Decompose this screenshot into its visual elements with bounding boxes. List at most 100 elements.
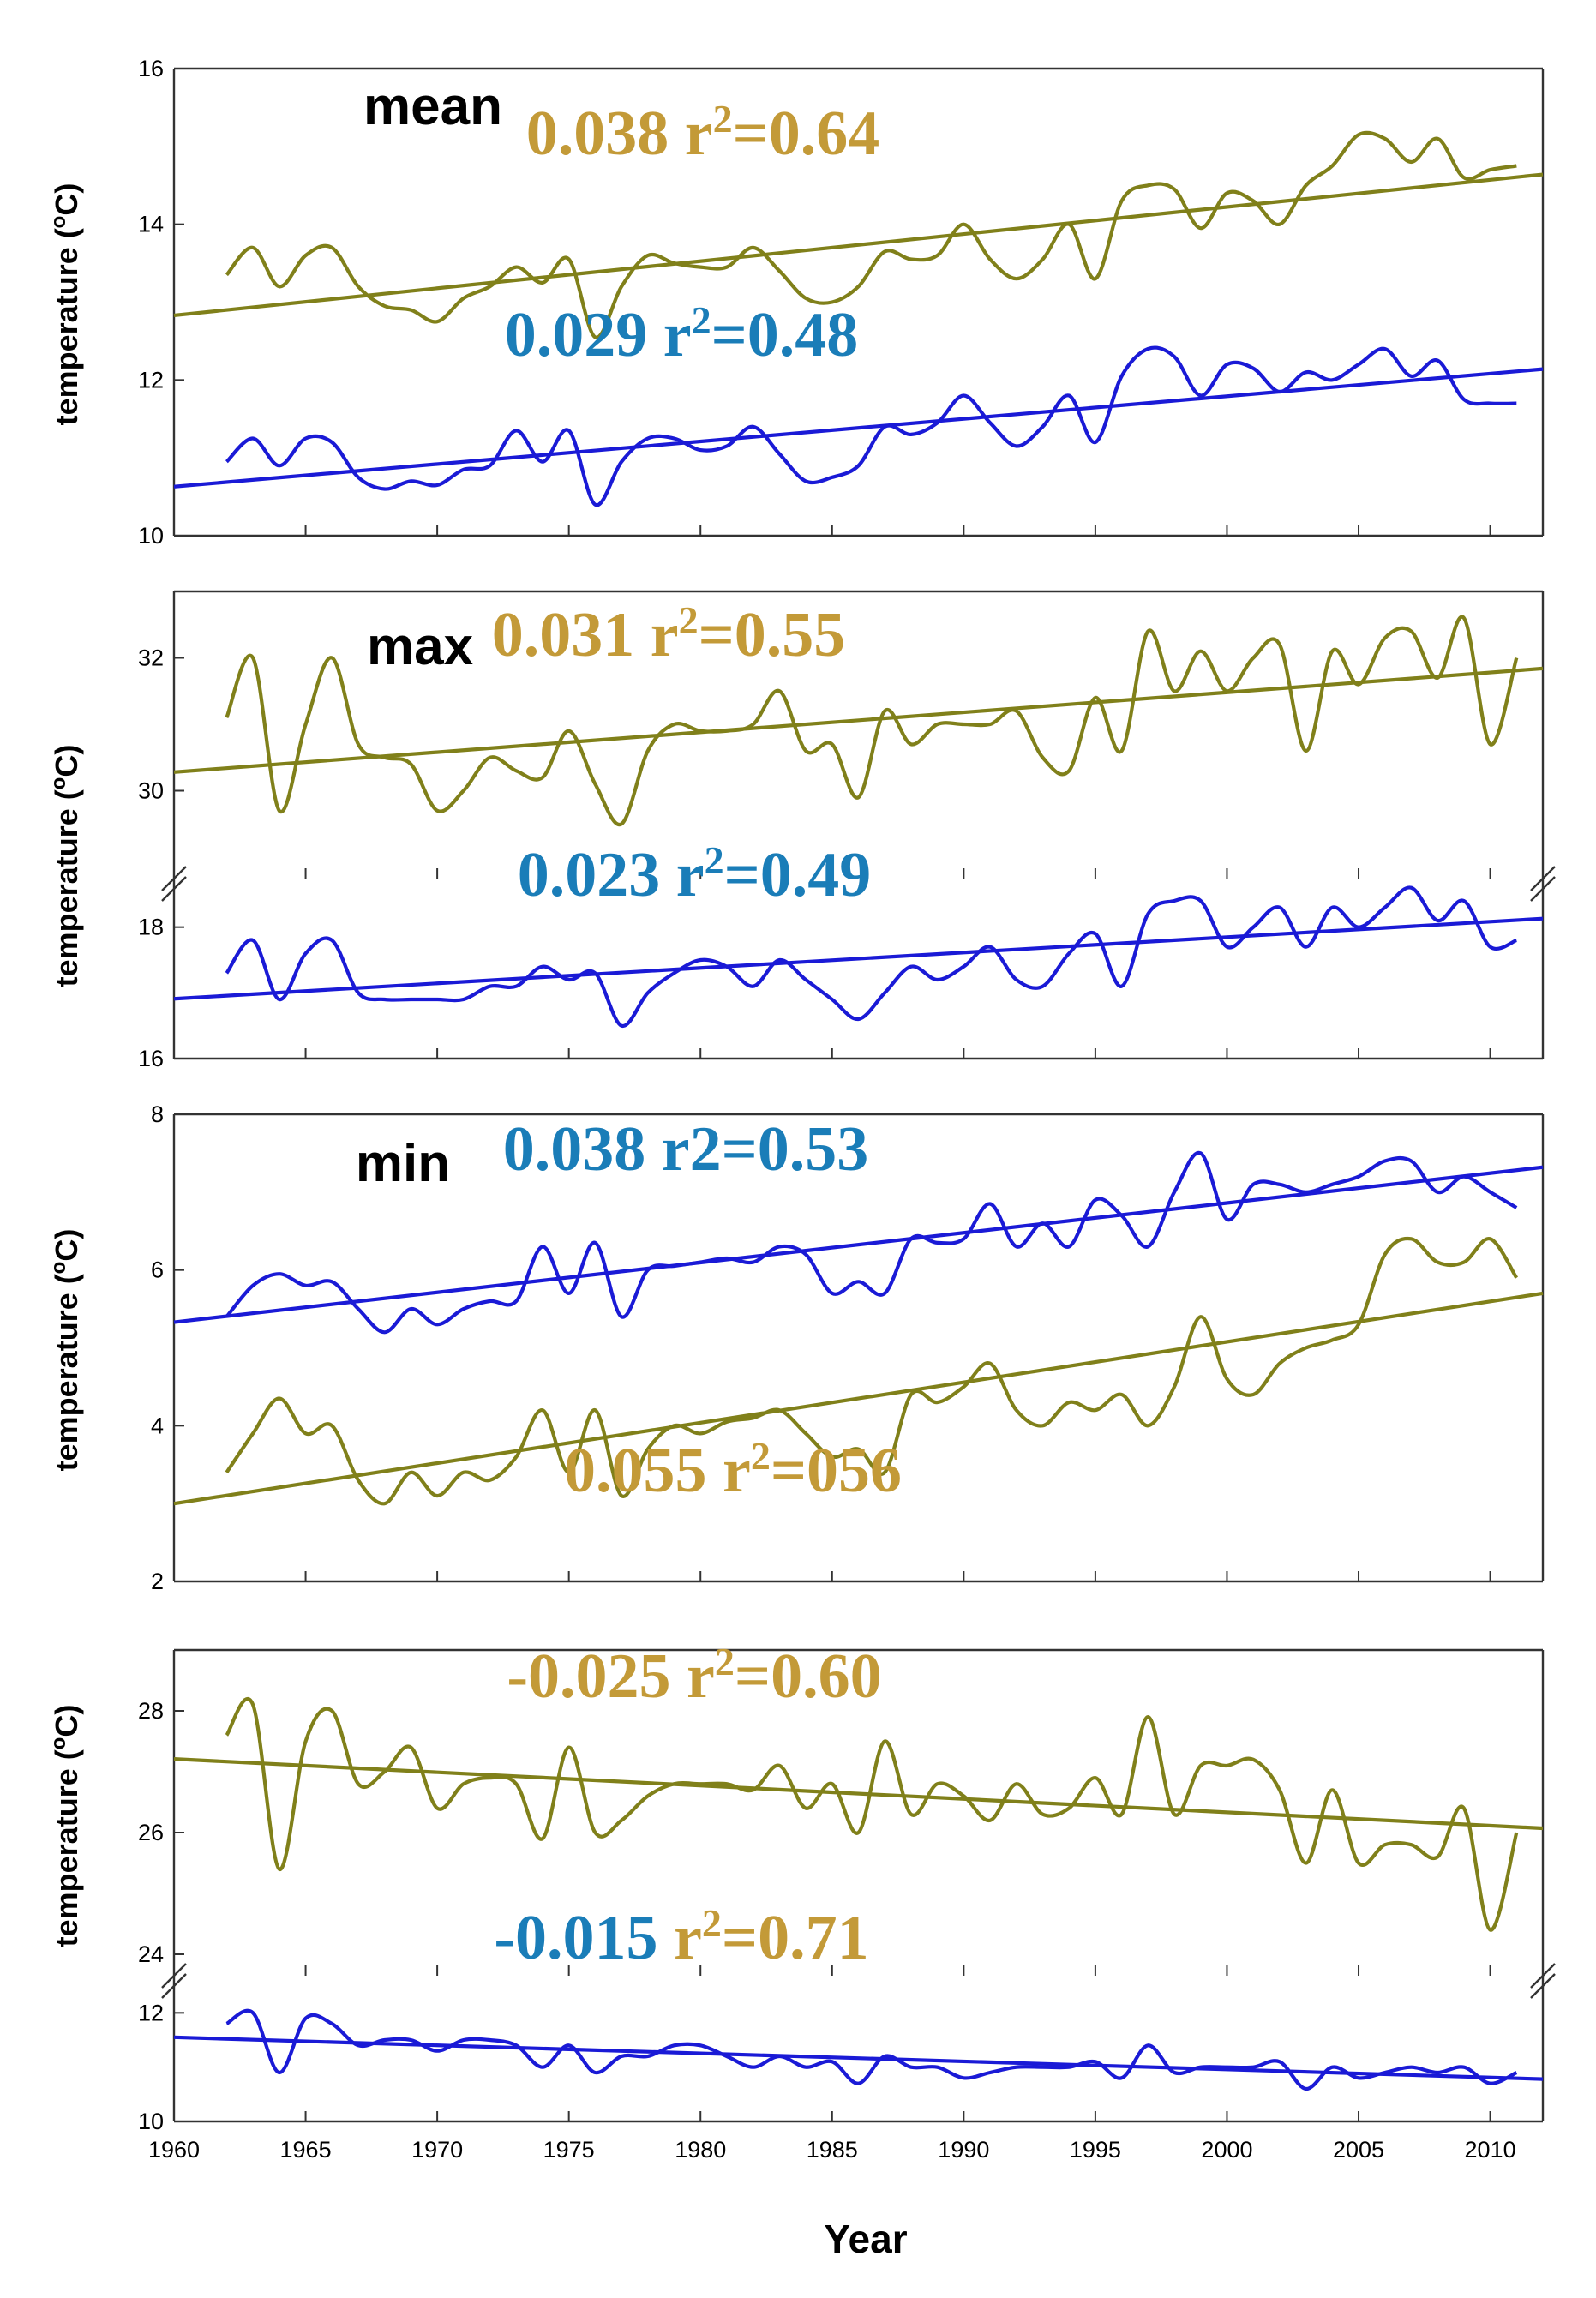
axis-break-mark	[161, 1963, 187, 1989]
annotation-value: =056	[771, 1436, 902, 1506]
y-tick-label: 10	[138, 523, 164, 549]
trend-line-station-A	[173, 1291, 1544, 1506]
y-tick-label: 16	[138, 56, 164, 81]
x-tick-label: 1960	[148, 2137, 200, 2163]
annotation-text: 0.038 r2=0.53	[503, 1114, 869, 1185]
y-tick-label: 16	[138, 1046, 164, 1071]
axis-break-mark	[1530, 1973, 1556, 1999]
ylabel-degree-sup: o	[47, 1737, 70, 1750]
panel-title: min	[356, 1134, 450, 1193]
annotation-value: =0.48	[711, 300, 859, 370]
axis-break-mark	[1530, 1963, 1556, 1989]
panel-DTR: 10 12 1960 1965 1970 1975 1980 1985 1990 1995 2000…	[138, 1901, 1556, 2163]
annotation-sup: 2	[713, 97, 733, 141]
annotation-value: =0.71	[722, 1903, 869, 1973]
trend-line-station-A	[173, 666, 1544, 774]
trend-line-station-A	[173, 172, 1544, 318]
y-tick-label: 4	[151, 1413, 164, 1438]
y-tick-label: 12	[138, 367, 164, 393]
x-tick-label: 1965	[280, 2137, 332, 2163]
annotation-text: 0.038 r	[526, 99, 713, 169]
y-tick-label: 30	[138, 778, 164, 804]
ylabel-text: temperature (	[49, 228, 84, 425]
x-tick-label: 2005	[1333, 2137, 1384, 2163]
panel-title: max	[367, 617, 474, 676]
ylabel-unit: C)	[49, 1705, 84, 1737]
trend-annotation: 0.055 r2=056	[564, 1434, 902, 1506]
axis-break-mark	[161, 1973, 187, 1999]
x-tick-label: 2010	[1465, 2137, 1516, 2163]
annotation-text: 0.029 r	[505, 300, 692, 370]
y-tick-label: 6	[151, 1257, 164, 1283]
x-tick-label: 1995	[1070, 2137, 1121, 2163]
trend-annotation: 0.023 r2=0.49	[518, 838, 872, 910]
annotation-text: -0.025 r	[507, 1641, 715, 1712]
annotation-value: =0.64	[733, 99, 880, 169]
trend-annotation: -0.025 r2=0.60	[507, 1640, 881, 1712]
y-tick-label: 28	[138, 1698, 164, 1724]
y-tick-label: 32	[138, 645, 164, 671]
trend-annotation: 0.038 r2=0.64	[526, 97, 880, 169]
y-tick-label: 18	[138, 915, 164, 940]
trend-line-station-B	[173, 367, 1544, 489]
annotation-sup: 2	[679, 598, 699, 642]
svg-text:temperature (oC): temperature (oC)	[47, 1705, 84, 1947]
ylabel-degree-sup: o	[47, 216, 70, 229]
annotation-value: =0.55	[699, 600, 846, 670]
trend-line-station-B	[173, 1165, 1544, 1324]
annotation-text: 0.031 r	[492, 600, 679, 670]
ylabel-degree-sup: o	[47, 777, 70, 790]
series-line-station-A	[225, 1236, 1519, 1506]
x-axis-label: Year	[824, 2217, 907, 2261]
trend-line-station-B	[173, 2035, 1544, 2081]
annotation-text: 0.055 r	[564, 1436, 751, 1506]
svg-text:temperature (oC): temperature (oC)	[47, 1229, 84, 1472]
y-tick-label: 2	[151, 1569, 164, 1594]
annotation-sup: 2	[705, 838, 724, 882]
annotation-sup: 2	[715, 1640, 735, 1683]
trend-line-station-A	[173, 1756, 1544, 1831]
svg-text:temperature (oC): temperature (oC)	[47, 183, 84, 426]
annotation-value: =0.60	[735, 1641, 882, 1712]
y-tick-label: 26	[138, 1820, 164, 1845]
series-line-station-A	[225, 130, 1517, 339]
y-tick-label: 10	[138, 2109, 164, 2134]
series-line-station-B	[225, 345, 1517, 507]
axis-break-mark	[1530, 876, 1556, 902]
x-tick-label: 1990	[938, 2137, 989, 2163]
svg-text:temperature (oC): temperature (oC)	[47, 745, 84, 987]
annotation-slope: -0.015	[494, 1903, 657, 1973]
panel-title: mean	[363, 77, 502, 136]
ylabel-unit: C)	[49, 745, 84, 777]
series-line-station-B	[225, 2008, 1518, 2091]
x-tick-label: 1975	[543, 2137, 595, 2163]
panel-part-2: 16 18 0.023 r2=0.49	[138, 838, 1556, 1071]
ylabel-panel-min: temperature (oC)	[47, 1229, 84, 1472]
x-tick-label: 1980	[675, 2137, 726, 2163]
x-tick-label: 2000	[1201, 2137, 1252, 2163]
x-tick-label: 1985	[807, 2137, 858, 2163]
series-line-station-B	[225, 1150, 1518, 1335]
annotation-text: 0.023 r	[518, 840, 705, 910]
axis-break-mark	[161, 866, 187, 891]
annotation-sup: 2	[751, 1434, 771, 1478]
trend-annotation: -0.015 r2=0.71	[494, 1901, 868, 1973]
trend-annotation: 0.031 r2=0.55	[492, 598, 846, 670]
ylabel-unit: C)	[49, 183, 84, 216]
ylabel-text: temperature (	[49, 1749, 84, 1947]
annotation-r: r	[658, 1903, 702, 1973]
series-line-station-A	[225, 1696, 1519, 1932]
annotation-value: =0.49	[724, 840, 872, 910]
ylabel-panel-max: temperature (oC)	[47, 745, 84, 987]
trend-annotation: 0.029 r2=0.48	[505, 298, 859, 370]
axis-break-mark	[1530, 866, 1556, 891]
ylabel-panel-dtr: temperature (oC)	[47, 1705, 84, 1947]
trend-annotation: 0.038 r2=0.53	[503, 1114, 869, 1185]
ylabel-unit: C)	[49, 1229, 84, 1262]
annotation-sup: 2	[692, 298, 711, 342]
y-tick-label: 8	[151, 1101, 164, 1127]
